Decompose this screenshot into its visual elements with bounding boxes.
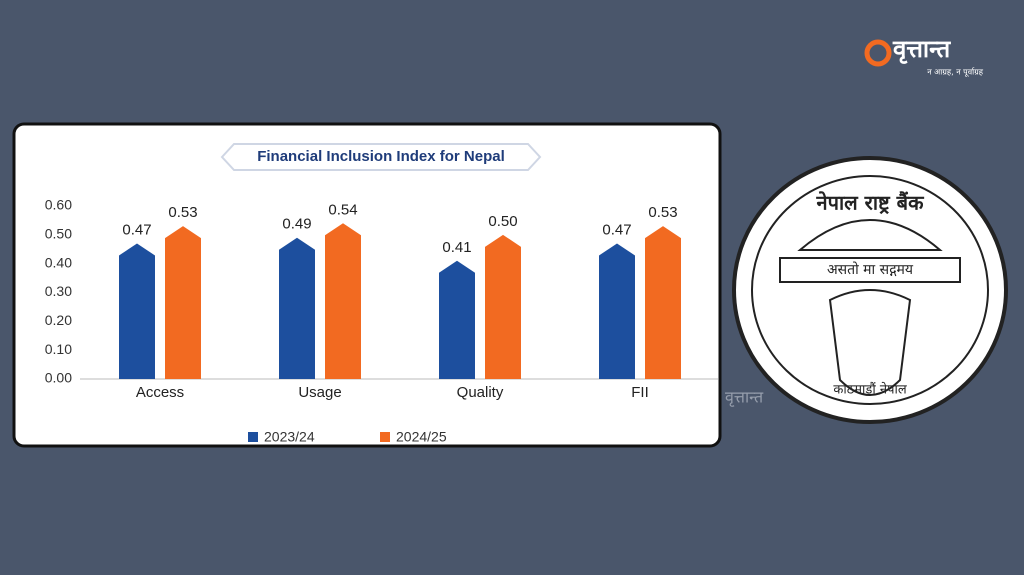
y-tick-label: 0.60: [45, 197, 72, 213]
value-label: 0.53: [648, 204, 677, 221]
seal-banner: [779, 257, 961, 283]
y-tick-label: 0.20: [45, 312, 72, 328]
value-label: 0.53: [168, 204, 197, 221]
seal-sun: [797, 219, 943, 251]
title-banner: [220, 143, 542, 171]
x-tick-label: Usage: [298, 384, 341, 401]
x-tick-label: Access: [136, 384, 184, 401]
y-tick-label: 0.00: [45, 370, 72, 386]
brand-logo: वृत्तान्त न आग्रह, न पूर्वाग्रह: [864, 35, 984, 78]
value-label: 0.41: [442, 239, 471, 256]
chart-title: Financial Inclusion Index for Nepal: [257, 148, 505, 165]
bar: [325, 223, 361, 379]
y-tick-label: 0.30: [45, 283, 72, 299]
watermark: वृत्तान्त: [725, 388, 764, 408]
seal-figure: [828, 289, 912, 396]
seal-motto: असतो मा सद्गमय: [827, 261, 914, 278]
plot: 0.00 0.10 0.20 0.30 0.40 0.50 0.60 Access 0.47 0.…: [45, 197, 718, 445]
seal: नेपाल राष्ट्र बैंक असतो मा सद्गमय काठमाड…: [732, 156, 1008, 424]
y-tick-label: 0.40: [45, 254, 72, 270]
legend-swatch: [248, 432, 258, 442]
y-tick-label: 0.50: [45, 226, 72, 242]
brand-tagline: न आग्रह, न पूर्वाग्रह: [927, 67, 984, 78]
legend-label: 2023/24: [264, 429, 315, 445]
bar: [439, 260, 475, 379]
value-label: 0.50: [488, 213, 517, 230]
logo-icon: [864, 39, 892, 67]
bar: [119, 243, 155, 379]
legend-label: 2024/25: [396, 429, 447, 445]
value-label: 0.47: [602, 221, 631, 238]
x-tick-label: Quality: [457, 384, 504, 401]
seal-bottom-text: काठमाडौं नेपाल: [833, 382, 906, 398]
bar: [599, 243, 635, 379]
bar: [485, 234, 521, 379]
bar: [645, 226, 681, 379]
y-tick-label: 0.10: [45, 341, 72, 357]
seal-inner: [751, 175, 989, 405]
bar: [165, 226, 201, 379]
seal-top-text: नेपाल राष्ट्र बैंक: [816, 191, 926, 215]
value-label: 0.49: [282, 216, 311, 233]
value-label: 0.54: [328, 201, 357, 218]
brand-name: वृत्तान्त: [892, 35, 952, 64]
value-label: 0.47: [122, 221, 151, 238]
bar: [279, 237, 315, 379]
legend-swatch: [380, 432, 390, 442]
x-tick-label: FII: [631, 384, 649, 401]
